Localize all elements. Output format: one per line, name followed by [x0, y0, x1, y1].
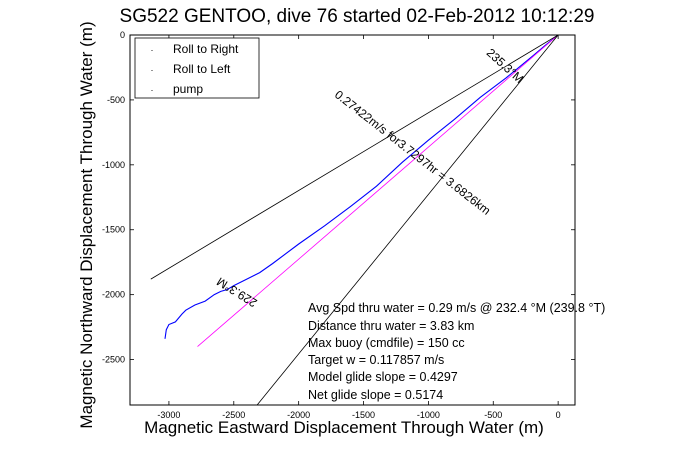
stat-target-w: Target w = 0.117857 m/s [308, 353, 444, 367]
legend-box [134, 37, 260, 99]
y-tick-label: -1500 [102, 225, 125, 235]
legend: · Roll to Right · Roll to Left · pump [134, 37, 260, 99]
x-tick-label: -3000 [157, 410, 180, 420]
legend-marker-2: · [151, 85, 154, 95]
x-tick-label: 0 [556, 410, 561, 420]
y-tick-label: -500 [107, 95, 125, 105]
stat-net-glide: Net glide slope = 0.5174 [308, 388, 443, 402]
stats-block: Avg Spd thru water = 0.29 m/s @ 232.4 °M… [308, 301, 605, 402]
series-layer [150, 35, 559, 405]
x-tick-label: -2500 [222, 410, 245, 420]
series-cone-edge-2 [150, 35, 559, 280]
x-tick-label: -1500 [352, 410, 375, 420]
chart-title: SG522 GENTOO, dive 76 started 02-Feb-201… [120, 6, 595, 27]
stat-model-glide: Model glide slope = 0.4297 [308, 370, 458, 384]
x-tick-label: -2000 [287, 410, 310, 420]
y-axis-label: Magnetic Northward Displacement Through … [77, 21, 96, 428]
stat-distance: Distance thru water = 3.83 km [308, 319, 474, 333]
legend-marker-1: · [151, 65, 154, 75]
legend-label-pump: pump [173, 82, 203, 96]
x-tick-label: -1000 [417, 410, 440, 420]
legend-label-roll-left: Roll to Left [173, 62, 231, 76]
x-tick-label: -500 [484, 410, 502, 420]
y-tick-label: -1000 [102, 160, 125, 170]
y-tick-label: -2000 [102, 290, 125, 300]
y-tick-label: 0 [120, 30, 125, 40]
series-cone-edge-3 [256, 35, 559, 405]
legend-label-roll-right: Roll to Right [173, 42, 239, 56]
legend-marker-0: · [151, 45, 154, 55]
x-axis-label: Magnetic Eastward Displacement Through W… [144, 418, 544, 437]
series-straight-line-1 [197, 35, 559, 347]
y-tick-label: -2500 [102, 355, 125, 365]
stat-max-buoy: Max buoy (cmdfile) = 150 cc [308, 336, 465, 350]
stat-avg-speed: Avg Spd thru water = 0.29 m/s @ 232.4 °M… [308, 301, 605, 315]
series-track-0 [164, 35, 559, 339]
